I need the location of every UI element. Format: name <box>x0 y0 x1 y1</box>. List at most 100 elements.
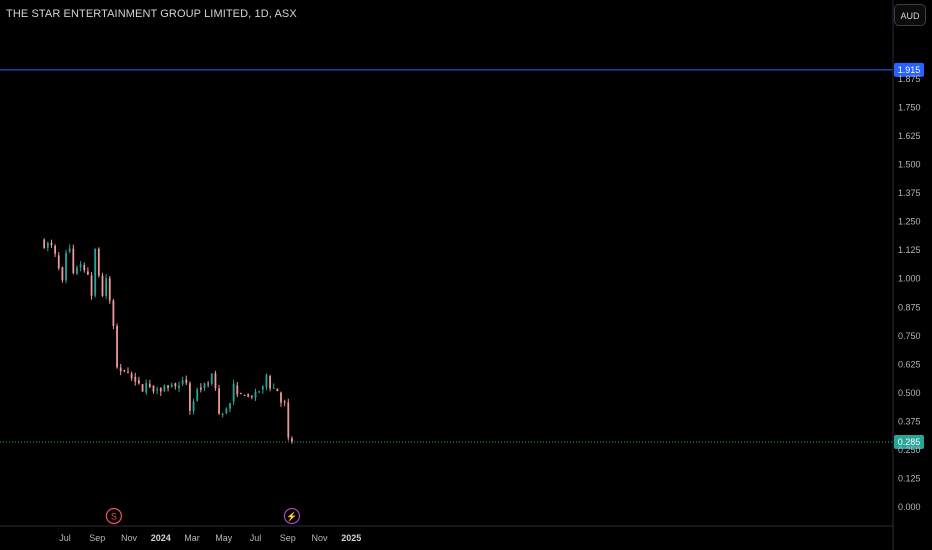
candle-body <box>189 383 191 411</box>
y-tick-label: 1.375 <box>898 188 921 198</box>
candle-body <box>250 396 253 398</box>
candle-body <box>156 389 159 391</box>
candle-body <box>138 380 140 384</box>
candle-body <box>181 380 184 385</box>
candle-body <box>145 382 148 393</box>
event-ring <box>283 507 301 525</box>
candle-body <box>163 385 166 391</box>
y-tick-label: 0.125 <box>898 473 921 483</box>
candle-body <box>119 367 122 372</box>
candle-body <box>72 248 75 274</box>
candle-body <box>112 300 115 326</box>
candle-body <box>76 267 78 274</box>
candle-body <box>130 373 133 379</box>
split-event-icon[interactable]: S <box>105 507 123 525</box>
high-price-label: 1.915 <box>898 65 921 75</box>
candle-body <box>65 253 67 281</box>
candle-body <box>79 264 82 268</box>
candle-body <box>90 275 93 296</box>
candle-body <box>221 413 224 415</box>
candle-body <box>141 384 144 392</box>
candle-body <box>199 387 202 390</box>
candle-body <box>283 401 286 403</box>
candle-body <box>57 255 60 269</box>
candle-body <box>152 385 155 392</box>
candle-body <box>287 402 290 438</box>
y-tick-label: 0.500 <box>898 388 921 398</box>
x-tick-label: 2025 <box>341 533 361 543</box>
x-tick-label: Jul <box>59 533 71 543</box>
candle-body <box>61 267 64 281</box>
candle-body <box>123 370 126 372</box>
y-tick-label: 0.000 <box>898 502 921 512</box>
y-tick-label: 1.625 <box>898 131 921 141</box>
candle-body <box>280 392 282 403</box>
candle-body <box>54 245 57 254</box>
x-tick-label: Sep <box>280 533 296 543</box>
candle-body <box>258 391 261 393</box>
candle-body <box>94 248 97 296</box>
candle-body <box>148 383 151 388</box>
candle-series <box>43 238 293 444</box>
candle-body <box>192 401 195 412</box>
x-tick-label: Mar <box>184 533 200 543</box>
candle-body <box>203 383 206 389</box>
price-axis[interactable]: 1.875 1.750 1.625 1.500 1.375 1.250 1.125 1.000… <box>898 74 921 512</box>
y-tick-label: 0.375 <box>898 416 921 426</box>
candle-body <box>272 387 275 389</box>
candle-body <box>240 392 242 394</box>
candle-body <box>108 278 111 301</box>
y-tick-label: 0.750 <box>898 331 921 341</box>
candle-body <box>210 373 213 385</box>
candle-body <box>261 386 264 390</box>
candle-body <box>97 248 100 276</box>
candle-body <box>87 271 89 275</box>
event-ring <box>105 507 123 525</box>
candle-body <box>196 389 199 401</box>
candle-body <box>218 388 220 414</box>
y-tick-label: 1.000 <box>898 274 921 284</box>
candle-body <box>225 408 228 414</box>
candle-body <box>68 248 71 252</box>
candle-body <box>247 394 250 397</box>
candle-body <box>50 242 53 246</box>
x-tick-label: May <box>215 533 233 543</box>
candle-body <box>207 383 210 385</box>
time-axis[interactable]: Jul Sep Nov 2024 Mar May Jul Sep Nov 2025 <box>59 533 361 543</box>
chart-title: THE STAR ENTERTAINMENT GROUP LIMITED, 1D… <box>6 8 297 20</box>
candle-body <box>254 391 257 398</box>
y-tick-label: 0.250 <box>898 445 921 455</box>
candle-body <box>101 275 104 296</box>
candle-body <box>291 438 293 442</box>
event-symbol: ⚡ <box>286 511 297 523</box>
high-price-badge <box>894 62 924 77</box>
candle-body <box>214 373 217 389</box>
candle-body <box>229 403 231 409</box>
last-price-badge <box>894 434 924 449</box>
candle-body <box>269 375 271 389</box>
x-tick-label: 2024 <box>151 533 171 543</box>
event-symbol: S <box>111 512 117 522</box>
x-tick-label: Jul <box>250 533 262 543</box>
candle-body <box>46 242 49 248</box>
candle-body <box>167 385 169 389</box>
candle-body <box>243 394 246 396</box>
candle-body <box>174 383 177 387</box>
candle-body <box>185 379 188 384</box>
last-price-label: 0.285 <box>898 437 921 447</box>
x-tick-label: Sep <box>89 533 105 543</box>
candle-body <box>43 239 46 248</box>
candle-body <box>265 374 268 388</box>
candle-body <box>105 278 108 297</box>
y-tick-label: 1.125 <box>898 245 921 255</box>
candle-body <box>127 371 129 373</box>
lightning-event-icon[interactable]: ⚡ <box>283 507 301 525</box>
candle-body <box>159 388 162 392</box>
currency-button[interactable]: AUD <box>894 4 926 26</box>
candle-body <box>116 325 118 368</box>
candle-body <box>178 385 180 388</box>
y-tick-label: 1.875 <box>898 74 921 84</box>
y-tick-label: 0.875 <box>898 302 921 312</box>
